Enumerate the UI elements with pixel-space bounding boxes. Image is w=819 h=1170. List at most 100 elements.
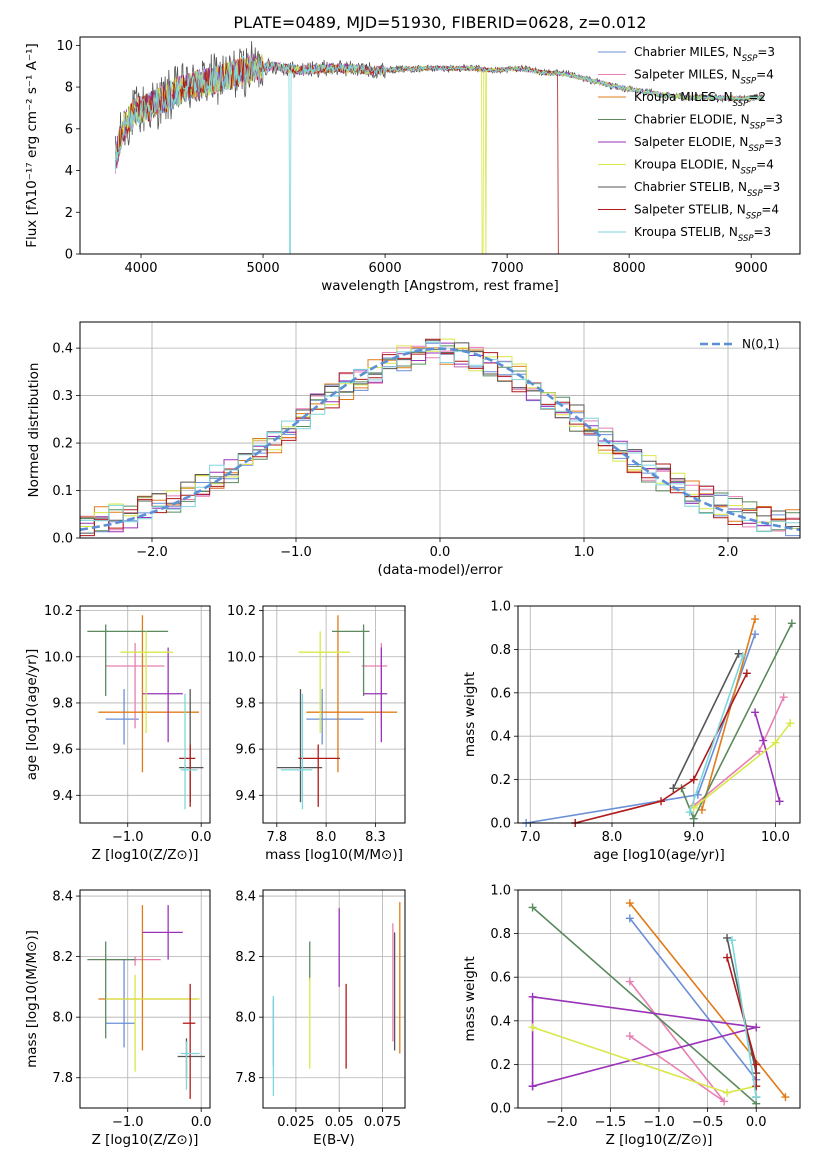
y-tick-label: 0.2 [490, 773, 511, 788]
axes-frame [79, 889, 211, 1109]
weight-marker [786, 719, 795, 728]
x-tick-label: 9.0 [683, 830, 704, 845]
y-tick-label: 0.2 [490, 1058, 511, 1073]
weight-marker [752, 1093, 761, 1102]
weight-marker [752, 1023, 761, 1032]
axes-frame [79, 36, 801, 255]
axes-frame [517, 889, 801, 1109]
weight_vs_age-ylabel: mass weight [462, 672, 478, 757]
legend-entry: Chabrier MILES, NSSP=3 [634, 45, 775, 64]
weight-marker [528, 1082, 537, 1091]
weight-marker [734, 649, 743, 658]
weight-series [672, 653, 740, 789]
weight-marker [723, 933, 732, 942]
residuals-ylabel: Normed distribution [26, 363, 42, 498]
legend-entry: Salpeter MILES, NSSP=4 [634, 68, 774, 87]
legend-entry: Chabrier ELODIE, NSSP=3 [634, 113, 783, 132]
weight-marker [779, 693, 788, 702]
y-tick-label: 6 [65, 122, 73, 137]
weight-marker [759, 736, 768, 745]
weight-series [629, 917, 757, 1081]
legend-entry: Kroupa MILES, NSSP=2 [634, 90, 766, 109]
x-tick-label: 0.075 [364, 1115, 401, 1130]
y-tick-label: 0.0 [490, 817, 511, 832]
y-tick-label: 8.2 [235, 950, 256, 965]
y-tick-label: 10.2 [227, 604, 256, 619]
weight-marker [723, 1088, 732, 1097]
weight-marker [528, 992, 537, 1001]
x-tick-label: 0.0 [430, 545, 451, 560]
spectrum-ylabel: Flux [fλ10⁻¹⁷ erg cm⁻² s⁻¹ A⁻¹] [24, 43, 40, 248]
y-tick-label: 0.2 [52, 437, 73, 452]
y-tick-label: 0.6 [490, 971, 511, 986]
y-tick-label: 9.6 [235, 743, 256, 758]
axes-frame [79, 321, 801, 539]
y-tick-label: 0.8 [490, 643, 511, 658]
figure-title: PLATE=0489, MJD=51930, FIBERID=0628, z=0… [233, 13, 646, 32]
y-tick-label: 1.0 [490, 600, 511, 615]
weight-marker [689, 775, 698, 784]
y-tick-label: 0.4 [52, 342, 73, 357]
y-tick-label: 9.4 [52, 789, 73, 804]
y-tick-label: 8.4 [235, 890, 256, 905]
x-tick-label: 6000 [369, 261, 402, 276]
legend-entry: Chabrier STELIB, NSSP=3 [634, 180, 780, 199]
legend-entry: Salpeter ELODIE, NSSP=3 [634, 135, 782, 154]
weight-series [629, 981, 725, 1103]
x-tick-label: 0.0 [191, 830, 212, 845]
y-tick-label: 0.6 [490, 686, 511, 701]
x-tick-label: 7.8 [266, 830, 287, 845]
weight-marker [689, 814, 698, 823]
axes-frame [517, 605, 801, 824]
axes-frame [262, 889, 406, 1109]
mass_vs_ebv-axes: 0.025 0.05 0.075 7.8 8.0 8.2 8.4 E(B-V) [235, 889, 406, 1148]
weight-marker [751, 630, 760, 639]
mass_vs_ebv-xlabel: E(B-V) [313, 1132, 355, 1148]
weight-series [701, 618, 756, 811]
weight-marker [727, 936, 736, 945]
y-tick-label: 0.4 [490, 1014, 511, 1029]
axes-frame [79, 605, 211, 824]
y-tick-label: 7.8 [235, 1071, 256, 1086]
x-tick-label: 0.05 [325, 1115, 354, 1130]
weight_vs_Z-axes: −2.0 −1.5 −1.0 −0.5 0.0 0.0 0.2 0.4 0.6 0.8 1.0 Z [… [462, 884, 801, 1148]
legend-entry: N(0,1) [742, 337, 779, 351]
spectrum-series [115, 55, 764, 254]
weight-marker [775, 797, 784, 806]
y-tick-label: 7.8 [52, 1071, 73, 1086]
gaussian-curve [79, 347, 801, 531]
x-tick-label: 2.0 [718, 545, 739, 560]
y-tick-label: 8.0 [52, 1011, 73, 1026]
weight-marker [738, 651, 747, 660]
mass_vs_Z-xlabel: Z [log10(Z/Z⊙)] [92, 1132, 199, 1148]
y-tick-label: 8.4 [52, 890, 73, 905]
residual-histogram [80, 341, 800, 533]
x-tick-label: 1.0 [574, 545, 595, 560]
y-tick-label: 0.3 [52, 389, 73, 404]
y-tick-label: 9.4 [235, 789, 256, 804]
age_vs_Z-axes: −1.0 0.0 9.4 9.6 9.8 10.0 10.2 Z [log10(Z/Z⊙)] a… [24, 604, 212, 863]
y-tick-label: 9.8 [52, 696, 73, 711]
weight_vs_Z-xlabel: Z [log10(Z/Z⊙)] [606, 1132, 713, 1148]
y-tick-label: 0 [65, 248, 73, 263]
x-tick-label: −1.5 [595, 1115, 627, 1130]
weight_vs_age-xlabel: age [log10(age/yr)] [593, 847, 725, 863]
weight-marker [755, 747, 764, 756]
x-tick-label: 0.0 [191, 1115, 212, 1130]
weight-series [531, 995, 757, 1087]
spectrum-axes: 4000 5000 6000 7000 8000 9000 0 2 4 6 8 10 wavelengt… [24, 36, 801, 294]
x-tick-label: 4000 [124, 261, 157, 276]
axes-frame [262, 605, 406, 824]
weight-marker [752, 1060, 761, 1069]
weight-marker [625, 899, 634, 908]
y-tick-label: 10.0 [44, 650, 73, 665]
weight-marker [771, 738, 780, 747]
y-tick-label: 0.0 [490, 1102, 511, 1117]
y-tick-label: 4 [65, 164, 73, 179]
x-tick-label: 10.0 [761, 830, 790, 845]
spectrum-xlabel: wavelength [Angstrom, rest frame] [321, 278, 559, 294]
x-tick-label: −1.0 [112, 830, 144, 845]
weight-marker [625, 977, 634, 986]
weight-marker [787, 619, 796, 628]
weight-marker [528, 903, 537, 912]
